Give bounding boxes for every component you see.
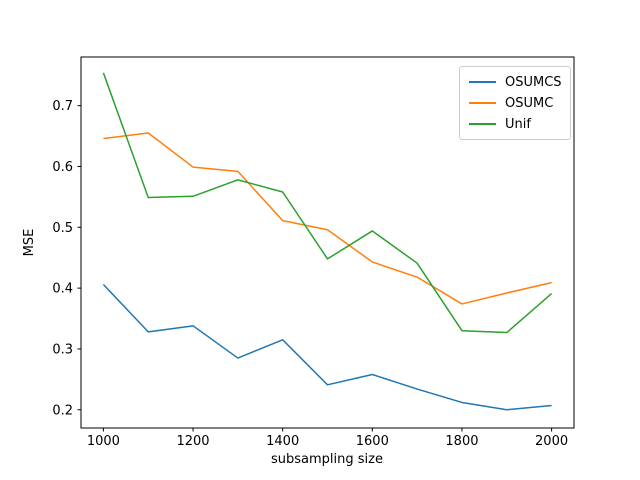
series-line-osumc bbox=[103, 132, 552, 305]
x-tick-label: 1600 bbox=[356, 434, 389, 449]
legend-item: OSUMC bbox=[469, 92, 562, 113]
legend-label: OSUMCS bbox=[505, 74, 562, 90]
y-tick-label: 0.4 bbox=[52, 282, 73, 297]
x-tick-label: 1800 bbox=[445, 434, 478, 449]
legend-item: OSUMCS bbox=[469, 71, 562, 92]
x-tick-label: 2000 bbox=[535, 434, 568, 449]
x-axis-label: subsampling size bbox=[271, 452, 383, 467]
y-axis-label: MSE bbox=[22, 229, 37, 257]
series-line-osumcs bbox=[102, 283, 552, 411]
legend-item: Unif bbox=[469, 113, 562, 134]
legend-label: OSUMC bbox=[505, 95, 554, 111]
x-tick-label: 1000 bbox=[87, 434, 120, 449]
legend-label: Unif bbox=[505, 116, 531, 132]
legend: OSUMCS OSUMC Unif bbox=[459, 66, 571, 140]
legend-line-swatch-unif bbox=[469, 122, 496, 125]
y-tick-label: 0.5 bbox=[52, 221, 73, 236]
x-tick-label: 1200 bbox=[176, 434, 209, 449]
y-tick-label: 0.2 bbox=[52, 403, 73, 418]
y-tick-label: 0.3 bbox=[52, 342, 73, 357]
legend-line-swatch-osumcs bbox=[469, 80, 496, 83]
x-tick-label: 1400 bbox=[266, 434, 299, 449]
series-line-unif bbox=[102, 72, 553, 334]
axes-frame bbox=[80, 56, 575, 429]
legend-line-swatch-osumc bbox=[469, 101, 496, 104]
y-tick-label: 0.7 bbox=[52, 99, 73, 114]
y-tick-label: 0.6 bbox=[52, 160, 73, 175]
